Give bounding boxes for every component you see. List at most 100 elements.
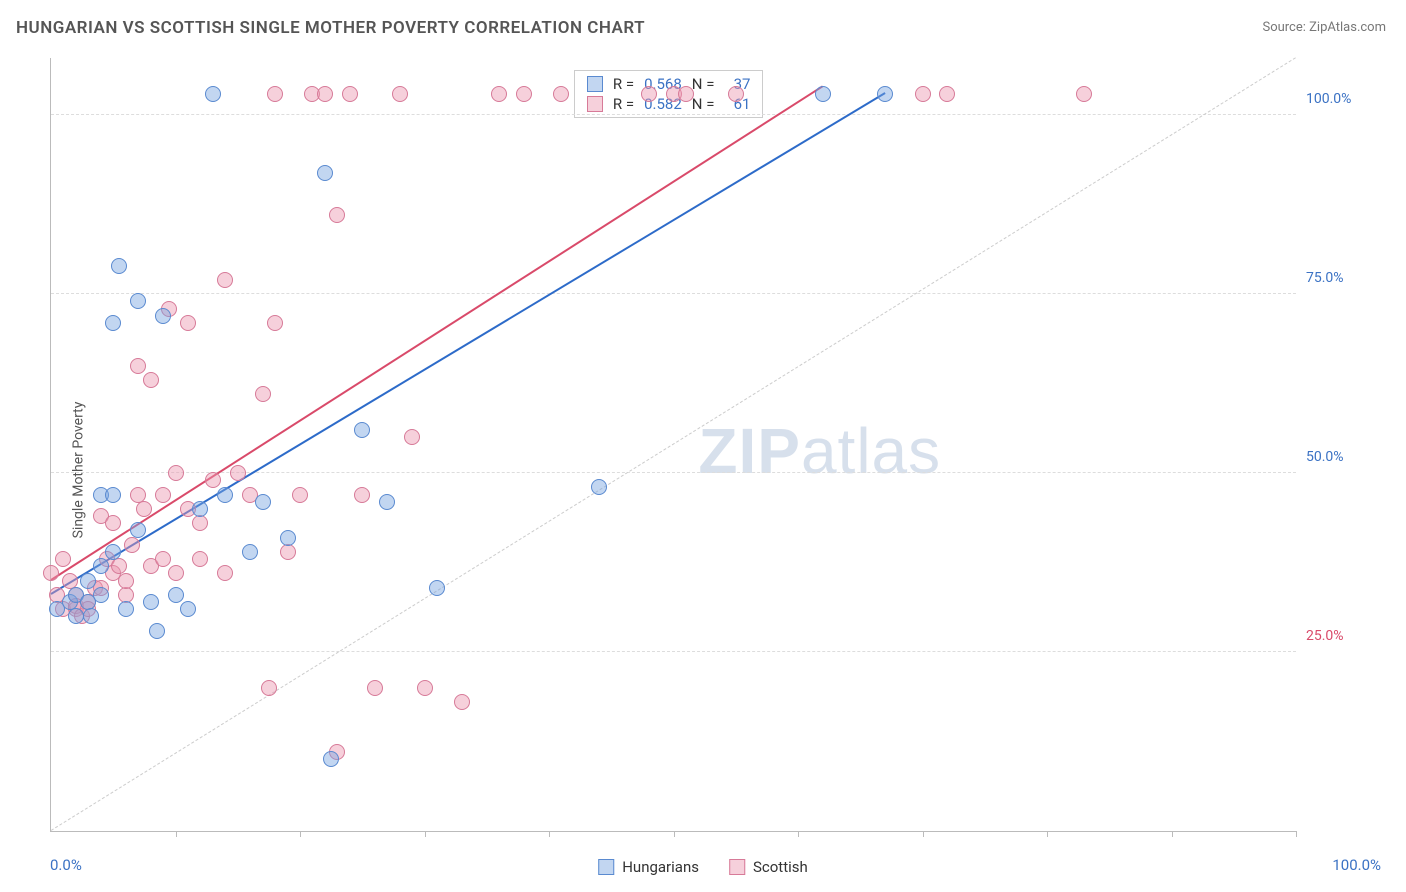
x-axis-max-label: 100.0%	[1332, 856, 1381, 874]
legend-item-scottish: Scottish	[729, 858, 808, 876]
data-point-hungarians	[149, 623, 165, 639]
data-point-hungarians	[354, 422, 370, 438]
data-point-hungarians	[83, 608, 99, 624]
data-point-hungarians	[111, 258, 127, 274]
data-point-scottish	[155, 487, 171, 503]
data-point-scottish	[417, 680, 433, 696]
data-point-hungarians	[877, 86, 893, 102]
data-point-scottish	[168, 565, 184, 581]
data-point-scottish	[43, 565, 59, 581]
data-point-scottish	[136, 501, 152, 517]
data-point-scottish	[454, 694, 470, 710]
data-point-hungarians	[242, 544, 258, 560]
data-point-scottish	[641, 86, 657, 102]
data-point-scottish	[491, 86, 507, 102]
y-tick-label: 50.0%	[1306, 449, 1396, 465]
data-point-hungarians	[192, 501, 208, 517]
legend-swatch-scottish	[729, 859, 745, 875]
data-point-hungarians	[80, 573, 96, 589]
data-point-scottish	[342, 86, 358, 102]
regression-line-scottish	[50, 85, 823, 581]
data-point-hungarians	[118, 601, 134, 617]
x-tick-mark	[1047, 831, 1048, 837]
data-point-scottish	[354, 487, 370, 503]
source-attribution: Source: ZipAtlas.com	[1262, 20, 1386, 35]
data-point-hungarians	[105, 544, 121, 560]
data-point-hungarians	[217, 487, 233, 503]
gridline-h	[51, 651, 1296, 652]
data-point-scottish	[180, 315, 196, 331]
data-point-scottish	[678, 86, 694, 102]
x-tick-mark	[674, 831, 675, 837]
data-point-scottish	[392, 86, 408, 102]
x-tick-mark	[923, 831, 924, 837]
data-point-scottish	[329, 207, 345, 223]
data-point-hungarians	[143, 594, 159, 610]
data-point-scottish	[105, 515, 121, 531]
gridline-h	[51, 293, 1296, 294]
data-point-scottish	[367, 680, 383, 696]
data-point-scottish	[267, 86, 283, 102]
data-point-scottish	[915, 86, 931, 102]
plot-area: ZIPatlas R = 0.568 N = 37 R = 0.582 N = …	[50, 58, 1296, 832]
data-point-hungarians	[68, 608, 84, 624]
data-point-hungarians	[815, 86, 831, 102]
r-label: R =	[613, 95, 634, 113]
data-point-scottish	[205, 472, 221, 488]
data-point-hungarians	[155, 308, 171, 324]
watermark: ZIPatlas	[698, 414, 941, 488]
data-point-scottish	[280, 544, 296, 560]
x-tick-mark	[425, 831, 426, 837]
data-point-scottish	[553, 86, 569, 102]
watermark-zip: ZIP	[698, 415, 801, 487]
data-point-hungarians	[93, 558, 109, 574]
gridline-h	[51, 114, 1296, 115]
y-tick-label: 25.0%	[1306, 628, 1396, 644]
data-point-scottish	[292, 487, 308, 503]
data-point-hungarians	[379, 494, 395, 510]
data-point-scottish	[118, 573, 134, 589]
chart-title: HUNGARIAN VS SCOTTISH SINGLE MOTHER POVE…	[16, 18, 645, 38]
data-point-scottish	[130, 358, 146, 374]
data-point-hungarians	[205, 86, 221, 102]
legend-label-hungarians: Hungarians	[622, 858, 699, 876]
x-tick-mark	[549, 831, 550, 837]
data-point-scottish	[143, 372, 159, 388]
stats-swatch-scottish	[587, 96, 603, 112]
diagonal-guide	[51, 57, 1297, 831]
x-tick-mark	[1172, 831, 1173, 837]
data-point-hungarians	[323, 751, 339, 767]
x-axis-min-label: 0.0%	[50, 856, 82, 874]
data-point-hungarians	[280, 530, 296, 546]
bottom-legend: Hungarians Scottish	[598, 858, 808, 876]
x-tick-mark	[176, 831, 177, 837]
y-tick-label: 75.0%	[1306, 270, 1396, 286]
data-point-hungarians	[429, 580, 445, 596]
data-point-hungarians	[180, 601, 196, 617]
x-tick-mark	[798, 831, 799, 837]
data-point-hungarians	[130, 293, 146, 309]
n-label: N =	[692, 95, 715, 113]
data-point-scottish	[217, 565, 233, 581]
data-point-scottish	[155, 551, 171, 567]
data-point-scottish	[168, 465, 184, 481]
stats-swatch-hungarians	[587, 76, 603, 92]
data-point-scottish	[267, 315, 283, 331]
x-tick-mark	[300, 831, 301, 837]
legend-item-hungarians: Hungarians	[598, 858, 699, 876]
legend-swatch-hungarians	[598, 859, 614, 875]
x-tick-mark	[1296, 831, 1297, 837]
data-point-scottish	[404, 429, 420, 445]
data-point-hungarians	[591, 479, 607, 495]
n-label: N =	[692, 75, 715, 93]
y-tick-label: 100.0%	[1306, 91, 1396, 107]
data-point-scottish	[217, 272, 233, 288]
data-point-hungarians	[130, 522, 146, 538]
data-point-scottish	[1076, 86, 1092, 102]
data-point-scottish	[261, 680, 277, 696]
data-point-scottish	[317, 86, 333, 102]
chart-container: Single Mother Poverty ZIPatlas R = 0.568…	[0, 48, 1406, 892]
r-label: R =	[613, 75, 634, 93]
data-point-hungarians	[317, 165, 333, 181]
data-point-hungarians	[255, 494, 271, 510]
